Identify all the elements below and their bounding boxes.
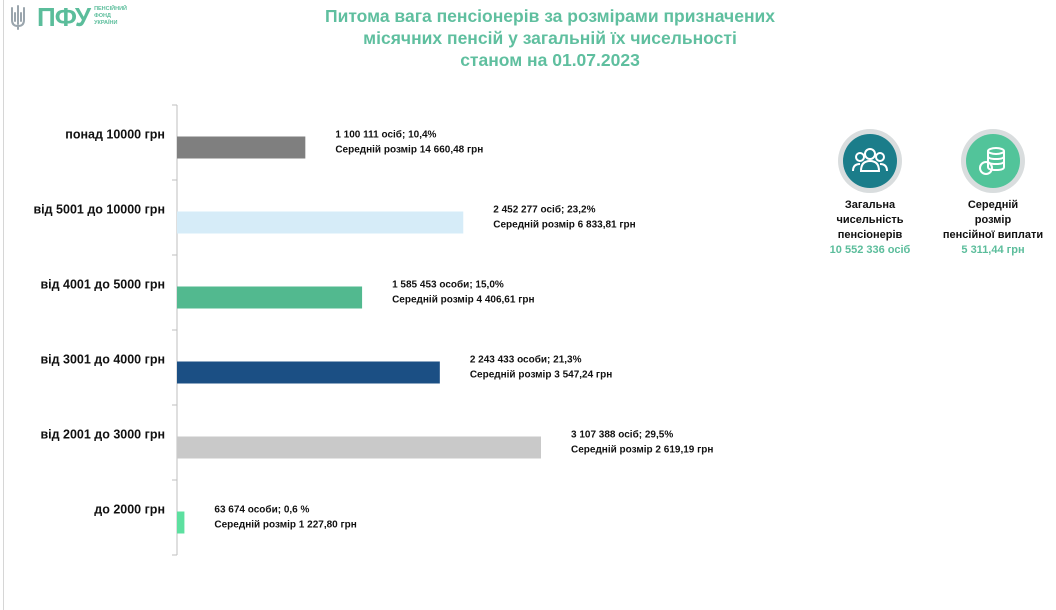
logo-sub-line: ФОНД [94,12,111,19]
bar [177,211,464,234]
stat-label-line: пенсійної виплати [942,229,1044,241]
logo-subtitle: ПЕНСІЙНИЙ ФОНД УКРАЇНИ [94,6,127,27]
logo-sub-line: ПЕНСІЙНИЙ [94,5,127,12]
stat-label-line: розмір [974,214,1012,226]
data-label: 1 585 453 особи; 15,0% [392,279,504,291]
stat-label: Середній розмір пенсійної виплати [936,198,1050,243]
people-group-icon [852,148,888,172]
logo-sub-line: УКРАЇНИ [94,19,118,26]
category-label: до 2000 грн [94,503,165,517]
data-label: Середній розмір 4 406,61 грн [392,295,534,306]
category-label: понад 10000 грн [65,128,165,142]
stat-label-line: Загальна [844,199,896,211]
stat-label-line: пенсіонерів [837,229,903,241]
trident-icon [11,5,25,30]
data-label: Середній розмір 2 619,19 грн [571,445,713,456]
bar-chart: понад 10000 грн 1 100 111 осіб; 10,4% Сере… [33,104,713,556]
stat-value: 10 552 336 осіб [829,244,911,256]
bar [177,436,541,459]
stat-value: 5 311,44 грн [961,244,1025,256]
coins-icon [979,147,1005,175]
stat-label-line: Середній [967,199,1019,211]
stat-circle-inner [843,134,897,188]
logo-brand: ПФУ [37,2,91,32]
data-label: 1 100 111 осіб; 10,4% [335,129,436,141]
data-label: 2 452 277 осіб; 23,2% [493,204,595,216]
title-line-2: місячних пенсій у загальній їх чисельнос… [363,28,737,48]
title-line-1: Питома вага пенсіонерів за розмірами при… [324,6,776,26]
stat-label: Загальна чисельність пенсіонерів [812,198,928,243]
bar [177,286,363,309]
data-label: 2 243 433 особи; 21,3% [470,354,582,366]
total-pensioners-stat: Загальна чисельність пенсіонерів 10 552 … [812,129,928,258]
title-line-3: станом на 01.07.2023 [460,50,640,70]
category-label: від 5001 до 10000 грн [33,203,165,217]
data-label: Середній розмір 3 547,24 грн [470,370,612,381]
stat-circle-inner [966,134,1020,188]
stat-circle [961,129,1025,193]
chart-title: Питома вага пенсіонерів за розмірами при… [250,5,850,71]
stat-circle [838,129,902,193]
bar [177,511,185,534]
stat-label-line: чисельність [836,214,904,226]
category-label: від 4001 до 5000 грн [40,278,165,292]
data-label: Середній розмір 6 833,81 грн [493,220,635,231]
category-label: від 3001 до 4000 грн [40,353,165,367]
category-label: від 2001 до 3000 грн [40,428,165,442]
average-pension-stat: Середній розмір пенсійної виплати 5 311,… [936,129,1050,258]
data-label: Середній розмір 14 660,48 грн [335,145,483,156]
data-label: 63 674 особи; 0,6 % [214,504,309,516]
data-label: Середній розмір 1 227,80 грн [214,520,356,531]
bar [177,361,440,384]
data-label: 3 107 388 осіб; 29,5% [571,429,673,441]
pfu-logo: ПФУ ПЕНСІЙНИЙ ФОНД УКРАЇНИ [8,2,127,32]
bar [177,136,306,159]
page-left-edge [3,0,4,610]
